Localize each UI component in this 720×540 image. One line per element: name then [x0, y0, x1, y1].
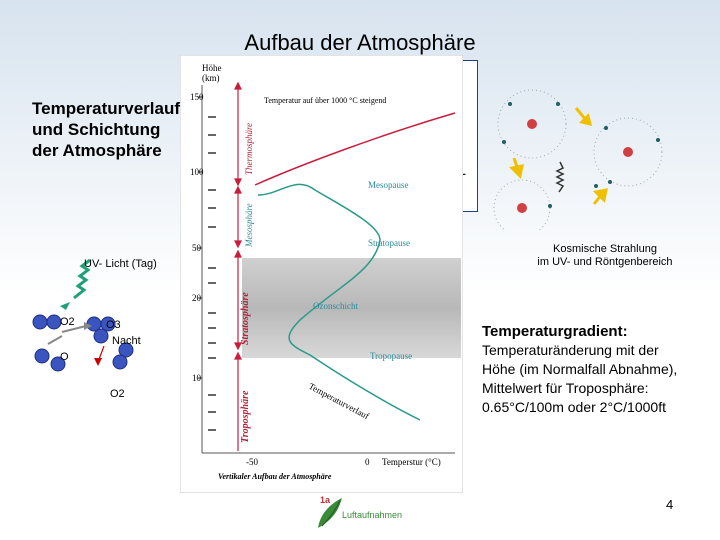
y-tick-10: 10 — [192, 373, 202, 383]
cosmic-radiation-label: Kosmische Strahlung im UV- und Röntgenbe… — [530, 243, 680, 269]
radiation-wave-icon — [555, 161, 565, 193]
layer-stratosphere: Stratosphäre — [240, 292, 251, 345]
ozone-band — [242, 258, 461, 358]
gradient-line-3: Mittelwert für Troposphäre: — [482, 380, 649, 396]
o2-bottom-label: O2 — [110, 388, 125, 400]
gradient-line-1: Temperaturänderung mit der — [482, 342, 659, 358]
ozone-label: Ozonschicht — [313, 301, 358, 311]
y-tick-100: 100 — [190, 167, 204, 177]
logo-badge: 1a — [320, 495, 331, 505]
mesopause-label: Mesopause — [368, 180, 409, 190]
gradient-heading: Temperaturgradient: — [482, 323, 628, 340]
thermosphere-curve — [254, 112, 456, 186]
tropopause-label: Tropopause — [370, 351, 412, 361]
left-heading: Temperaturverlauf und Schichtung der Atm… — [32, 98, 192, 161]
layer-troposphere: Troposphäre — [240, 390, 251, 443]
o2-top-label: O2 — [60, 316, 75, 328]
y-tick-marks — [198, 96, 202, 379]
x-tick-0: 0 — [365, 457, 370, 467]
y-tick-150: 150 — [190, 92, 204, 102]
gradient-line-2: Höhe (im Normalfall Abnahme), — [482, 361, 678, 377]
axis-title-hoehe: Höhe — [202, 63, 222, 73]
layer-arrows — [234, 81, 242, 451]
y-tick-50: 50 — [192, 243, 202, 253]
diagram-caption: Vertikaler Aufbau der Atmosphäre — [218, 472, 332, 481]
dash-marks — [208, 116, 216, 431]
uv-light-label: UV- Licht (Tag) — [84, 258, 157, 270]
heading-line-2: und Schichtung — [32, 120, 161, 139]
atom-nucleus-1 — [527, 119, 537, 129]
heading-line-1: Temperaturverlauf — [32, 99, 181, 118]
cosmic-line-1: Kosmische Strahlung — [553, 243, 657, 255]
x-tick-minus50: -50 — [246, 457, 258, 467]
night-label: Nacht — [112, 335, 141, 347]
gradient-line-4: 0.65°C/100m oder 2°C/1000ft — [482, 399, 666, 415]
heading-line-3: der Atmosphäre — [32, 141, 162, 160]
o-label: O — [60, 351, 69, 363]
temperature-gradient-text: Temperaturgradient: Temperaturänderung m… — [482, 322, 712, 417]
temp-note: Temperatur auf über 1000 °C steigend — [264, 96, 386, 105]
ozone-formation-illustration — [32, 258, 134, 372]
stratopause-label: Stratopause — [368, 238, 410, 248]
x-axis-label: Temperstur (°C) — [382, 457, 441, 467]
cosmic-radiation-illustration — [493, 89, 663, 230]
layer-thermosphere: Thermosphäre — [244, 123, 254, 175]
y-tick-20: 20 — [192, 293, 202, 303]
uv-wave-icon — [73, 258, 91, 300]
leaf-logo-icon: 1a Luftaufnahmen — [318, 495, 402, 528]
temperature-curve — [257, 183, 421, 421]
o3-label: O3 — [106, 319, 121, 331]
logo-text: Luftaufnahmen — [342, 510, 402, 520]
cosmic-line-2: im UV- und Röntgenbereich — [537, 256, 673, 268]
axis-title-km: (km) — [202, 73, 220, 83]
atom-nucleus-3 — [517, 203, 527, 213]
layer-mesosphere: Mesosphäre — [244, 203, 254, 248]
page-number: 4 — [666, 497, 674, 512]
logo: 1a Luftaufnahmen — [312, 492, 412, 537]
page-title: Aufbau der Atmosphäre — [244, 30, 476, 55]
atmosphere-diagram: Höhe (km) 150 100 50 20 10 Thermosphäre … — [180, 55, 463, 493]
atom-nucleus-2 — [623, 147, 633, 157]
